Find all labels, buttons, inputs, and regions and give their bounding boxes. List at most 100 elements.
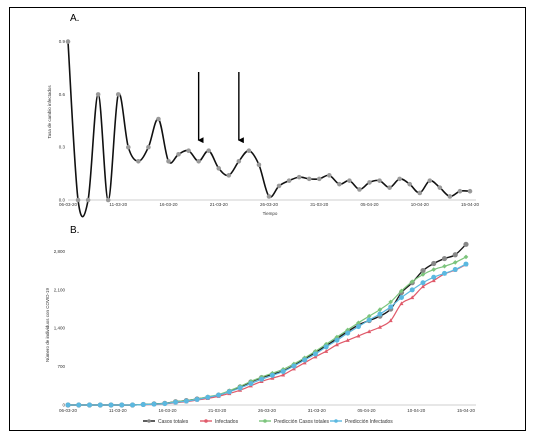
panel-a-data-point xyxy=(266,194,272,199)
panel-a-data-point xyxy=(236,158,242,164)
panel-b-series-0 xyxy=(65,241,469,408)
panel-b-data-point xyxy=(441,255,448,262)
panel-a-data-point xyxy=(216,166,222,171)
panel-a-data-point xyxy=(296,174,302,180)
panel-b-series-3 xyxy=(65,261,469,408)
panel-a-label: A. xyxy=(70,13,79,24)
panel-a-data-point xyxy=(437,185,443,190)
panel-a-data-point xyxy=(256,162,262,168)
panel-b-data-point xyxy=(345,338,350,342)
panel-a-data-point xyxy=(397,176,402,182)
panel-a-data-point xyxy=(95,92,101,97)
legend-entry: Casos totales xyxy=(158,419,189,425)
panel-a-data-point xyxy=(407,181,413,187)
panel-b-series-line xyxy=(68,263,467,406)
panel-b-data-point xyxy=(334,342,339,347)
panel-b-x-ticks: 06-03-20 11-03-20 16-03-20 21-03-20 26-03-20… xyxy=(59,408,476,413)
panel-b-data-point xyxy=(324,349,329,353)
panel-b-data-point xyxy=(173,399,179,405)
panel-a-x-tick: 31-03-20 xyxy=(310,202,329,207)
legend-marker xyxy=(204,419,208,423)
panel-b-data-point xyxy=(97,402,103,408)
panel-b-data-point xyxy=(388,318,393,323)
panel-a-x-tick: 06-03-20 xyxy=(59,202,78,207)
panel-a-data-point xyxy=(457,188,463,194)
panel-b-label: B. xyxy=(70,225,79,236)
panel-b-data-point xyxy=(398,295,404,301)
panel-b-x-tick: 26-03-20 xyxy=(258,408,277,413)
panel-b-data-point xyxy=(280,369,286,375)
panel-b-series-2 xyxy=(65,254,469,408)
panel-b-data-point xyxy=(420,280,426,286)
panel-a-data-point xyxy=(367,180,372,185)
panel-a-data-point xyxy=(306,176,312,182)
panel-b-data-point xyxy=(312,351,318,357)
panel-b-data-point xyxy=(377,307,383,312)
panel-b-x-tick: 06-03-20 xyxy=(59,408,78,413)
panel-a-data-point xyxy=(417,190,423,196)
panel-a-data-point xyxy=(136,158,141,164)
panel-a-data-point xyxy=(115,92,121,97)
panel-b-data-point xyxy=(388,304,394,310)
panel-b-data-point xyxy=(345,330,351,336)
panel-b-data-point xyxy=(323,341,329,347)
panel-a-data-point xyxy=(206,148,211,154)
panel-b-data-point xyxy=(313,348,318,354)
legend-entry: Predicción Infectados xyxy=(345,419,393,425)
panel-b-data-point xyxy=(399,288,404,294)
panel-b-y-tick: 2,800 xyxy=(54,249,66,254)
panel-b-x-tick: 05-04-20 xyxy=(357,408,376,413)
panel-a-x-tick: 11-03-20 xyxy=(109,202,127,207)
panel-b-data-point xyxy=(399,301,404,306)
panel-b-data-point xyxy=(87,402,93,408)
panel-b-data-point xyxy=(463,261,469,267)
panel-a-x-tick: 10-04-20 xyxy=(411,202,430,207)
panel-b-data-point xyxy=(431,274,437,280)
panel-b: B. 2,800 2,100 1,400 700 0 06-03-20 11-03-20 1… xyxy=(45,225,476,425)
legend-marker xyxy=(334,419,338,423)
panel-a-data-point xyxy=(427,178,433,183)
panel-a-x-tick: 05-04-20 xyxy=(360,202,379,207)
panel-b-data-point xyxy=(355,324,361,330)
panel-a-data-point xyxy=(467,188,473,194)
panel-a-data-point xyxy=(166,158,171,164)
panel-b-data-point xyxy=(76,402,82,408)
legend-entry: Predicción Casos totales xyxy=(274,419,330,425)
panel-b-data-point xyxy=(259,376,265,382)
panel-b-data-point xyxy=(226,389,232,395)
panel-b-data-point xyxy=(452,260,458,265)
panel-a-y-tick: 0.9 xyxy=(59,39,66,44)
panel-b-data-point xyxy=(130,402,136,408)
panel-b-x-tick: 11-03-20 xyxy=(109,408,127,413)
panel-b-y-tick: 2,100 xyxy=(54,287,66,292)
panel-b-y-tick: 700 xyxy=(57,364,65,369)
panel-b-data-point xyxy=(356,333,361,338)
panel-b-data-point xyxy=(366,313,372,319)
panel-a-x-ticks: 06-03-20 11-03-20 16-03-20 21-03-20 26-03-20… xyxy=(59,202,480,207)
panel-a-points xyxy=(65,39,473,203)
panel-b-data-point xyxy=(194,397,200,403)
panel-b-series-line xyxy=(68,264,467,406)
panel-a-data-point xyxy=(337,181,342,187)
panel-b-data-point xyxy=(162,401,168,407)
panel-a-data-point xyxy=(357,187,362,192)
panel-b-data-point xyxy=(388,299,394,305)
panel-b-data-point xyxy=(269,372,275,378)
panel-b-data-point xyxy=(356,320,361,326)
panel-b-x-tick: 10-04-20 xyxy=(407,408,426,413)
panel-a-y-ticks: 0.9 0.6 0.3 0.0 xyxy=(59,39,66,202)
panel-b-data-point xyxy=(463,254,469,260)
panel-a-series-line xyxy=(67,41,471,218)
panel-a-data-point xyxy=(286,178,292,183)
panel-b-x-tick: 16-03-20 xyxy=(158,408,177,413)
panel-b-data-point xyxy=(216,392,222,398)
panel-a-data-point xyxy=(196,158,201,164)
panel-b-data-point xyxy=(65,402,71,408)
panel-b-data-point xyxy=(108,402,114,408)
panel-b-data-point xyxy=(119,402,125,408)
panel-a-data-point xyxy=(176,151,181,157)
panel-b-data-point xyxy=(151,401,157,407)
panel-a-x-tick: 15-04-20 xyxy=(461,202,480,207)
panel-b-data-point xyxy=(205,394,211,400)
